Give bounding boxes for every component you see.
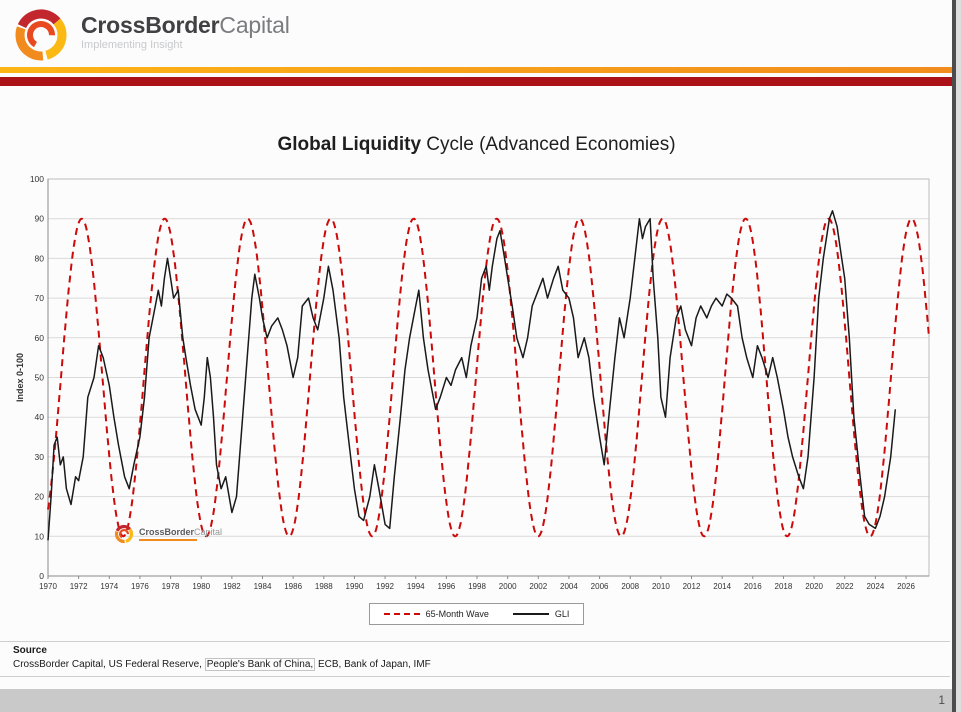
svg-text:70: 70 bbox=[35, 293, 45, 303]
svg-text:2022: 2022 bbox=[836, 582, 854, 591]
svg-text:1970: 1970 bbox=[39, 582, 57, 591]
chart-title-bold: Global Liquidity bbox=[277, 134, 422, 155]
watermark-text: CrossBorderCapital bbox=[139, 526, 223, 541]
brand-tagline: Implementing Insight bbox=[81, 39, 183, 52]
source-text-highlight: People's Bank of China, bbox=[204, 658, 316, 671]
watermark-brand-light: Capital bbox=[194, 526, 223, 537]
brand-name-bold: CrossBorder bbox=[81, 12, 220, 38]
svg-text:40: 40 bbox=[35, 412, 45, 422]
liquidity-chart-plot: 0 10 20 30 40 50 60 70 80 90 100 1970 1972 1974 1976 19… bbox=[15, 174, 930, 591]
svg-text:1996: 1996 bbox=[437, 582, 455, 591]
svg-text:90: 90 bbox=[35, 214, 45, 224]
legend-label-wave: 65-Month Wave bbox=[425, 609, 489, 619]
chart-title: Global Liquidity Cycle (Advanced Economi… bbox=[14, 134, 939, 156]
svg-text:1994: 1994 bbox=[407, 582, 425, 591]
svg-text:20: 20 bbox=[35, 492, 45, 502]
footer-rule-bottom bbox=[0, 676, 950, 677]
chart-title-rest: Cycle (Advanced Economies) bbox=[421, 134, 676, 155]
svg-text:0: 0 bbox=[39, 571, 44, 581]
legend-swatch-gli-solid-line bbox=[512, 613, 549, 615]
window-right-edge-dark bbox=[952, 0, 956, 712]
svg-text:80: 80 bbox=[35, 253, 45, 263]
header-stripe-orange bbox=[0, 67, 961, 73]
source-text: CrossBorder Capital, US Federal Reserve,… bbox=[13, 658, 431, 671]
source-text-after: ECB, Bank of Japan, IMF bbox=[315, 659, 431, 670]
legend-item-wave: 65-Month Wave bbox=[383, 609, 489, 619]
chart-watermark: CrossBorderCapital bbox=[114, 524, 222, 544]
svg-text:2004: 2004 bbox=[560, 582, 578, 591]
company-logo-icon bbox=[15, 9, 67, 61]
svg-text:1984: 1984 bbox=[254, 582, 272, 591]
svg-text:Index 0-100: Index 0-100 bbox=[15, 353, 25, 402]
svg-text:1998: 1998 bbox=[468, 582, 486, 591]
header-logo: CrossBorderCapital Implementing Insight bbox=[13, 7, 290, 63]
source-text-before: CrossBorder Capital, US Federal Reserve, bbox=[13, 659, 205, 670]
svg-text:1974: 1974 bbox=[100, 582, 118, 591]
svg-text:2002: 2002 bbox=[529, 582, 547, 591]
svg-text:1986: 1986 bbox=[284, 582, 302, 591]
svg-text:2016: 2016 bbox=[744, 582, 762, 591]
svg-text:2020: 2020 bbox=[805, 582, 823, 591]
svg-text:100: 100 bbox=[30, 174, 44, 184]
brand-name-light: Capital bbox=[219, 12, 290, 38]
legend-label-gli: GLI bbox=[554, 609, 570, 619]
svg-text:2024: 2024 bbox=[866, 582, 884, 591]
window-right-edge-light bbox=[955, 0, 961, 712]
svg-text:2006: 2006 bbox=[591, 582, 609, 591]
svg-text:2008: 2008 bbox=[621, 582, 639, 591]
legend-row: 65-Month Wave GLI bbox=[14, 602, 939, 625]
watermark-logo-icon bbox=[114, 524, 134, 544]
brand-name: CrossBorderCapital bbox=[81, 13, 290, 37]
svg-text:10: 10 bbox=[35, 531, 45, 541]
legend-item-gli: GLI bbox=[512, 609, 570, 619]
svg-text:60: 60 bbox=[35, 333, 45, 343]
watermark-brand-bold: CrossBorder bbox=[139, 526, 195, 537]
svg-text:2026: 2026 bbox=[897, 582, 915, 591]
svg-text:1980: 1980 bbox=[192, 582, 210, 591]
watermark-underline bbox=[139, 538, 197, 541]
svg-text:30: 30 bbox=[35, 452, 45, 462]
svg-text:50: 50 bbox=[35, 373, 45, 383]
svg-text:1988: 1988 bbox=[315, 582, 333, 591]
chart-container: Global Liquidity Cycle (Advanced Economi… bbox=[14, 130, 939, 646]
svg-text:2010: 2010 bbox=[652, 582, 670, 591]
svg-text:1972: 1972 bbox=[70, 582, 88, 591]
legend-swatch-wave-dashed-line bbox=[383, 613, 420, 615]
svg-text:2012: 2012 bbox=[683, 582, 701, 591]
svg-text:1992: 1992 bbox=[376, 582, 394, 591]
svg-text:1982: 1982 bbox=[223, 582, 241, 591]
footer-rule-top bbox=[0, 641, 950, 642]
svg-text:1990: 1990 bbox=[346, 582, 364, 591]
brand-block: CrossBorderCapital Implementing Insight bbox=[81, 13, 290, 51]
source-heading: Source bbox=[13, 645, 47, 656]
watermark-brand: CrossBorderCapital bbox=[139, 526, 223, 537]
svg-text:2018: 2018 bbox=[775, 582, 793, 591]
page-number: 1 bbox=[938, 693, 945, 707]
svg-text:1976: 1976 bbox=[131, 582, 149, 591]
svg-text:2014: 2014 bbox=[713, 582, 731, 591]
header-stripe-red bbox=[0, 77, 961, 86]
bottom-bar bbox=[0, 689, 961, 712]
chart-legend: 65-Month Wave GLI bbox=[368, 603, 585, 625]
svg-text:2000: 2000 bbox=[499, 582, 517, 591]
svg-text:1978: 1978 bbox=[162, 582, 180, 591]
